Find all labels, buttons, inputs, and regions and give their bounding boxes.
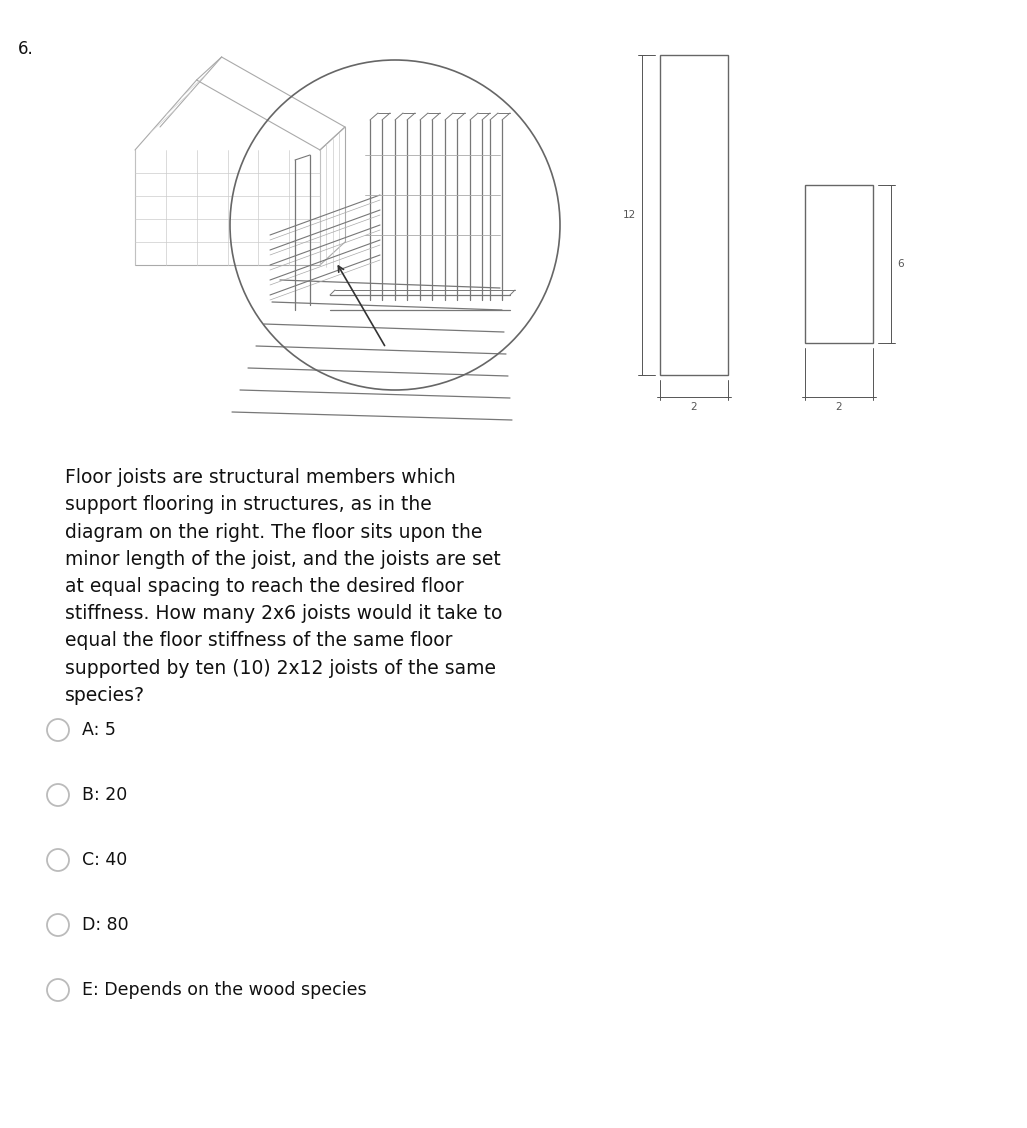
Text: Floor joist: Floor joist [391,353,466,368]
Text: B: 20: B: 20 [82,786,127,804]
Text: E: Depends on the wood species: E: Depends on the wood species [82,981,367,999]
Text: 6.: 6. [18,39,34,58]
Bar [805,185,873,343]
Text: C: 40: C: 40 [82,851,127,869]
Circle shape [230,60,560,390]
Text: D: 80: D: 80 [82,916,128,934]
Text: 12: 12 [622,210,636,220]
Text: 2: 2 [691,402,697,412]
Text: 6: 6 [897,259,904,268]
Text: A: 5: A: 5 [82,721,116,739]
Text: Floor joists are structural members which
support flooring in structures, as in : Floor joists are structural members whic… [65,468,502,705]
Text: 2: 2 [836,402,842,412]
Bar [660,55,728,374]
